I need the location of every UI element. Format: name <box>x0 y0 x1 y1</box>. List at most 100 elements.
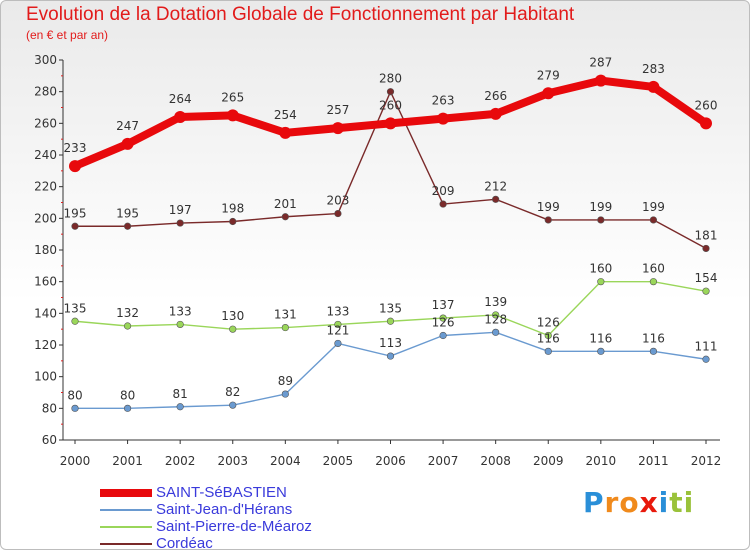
data-point <box>281 213 289 221</box>
data-label: 126 <box>537 316 560 330</box>
data-point <box>544 331 552 340</box>
data-point <box>386 352 395 360</box>
data-label: 133 <box>326 304 349 318</box>
data-point <box>123 404 132 412</box>
logo-letter: P <box>583 486 605 519</box>
data-label: 201 <box>274 197 297 211</box>
data-label: 199 <box>589 200 612 214</box>
logo-letter: x <box>639 486 659 519</box>
x-tick-label: 2008 <box>480 454 511 468</box>
data-label: 80 <box>67 388 82 402</box>
data-point <box>439 314 447 322</box>
data-label: 264 <box>169 92 192 106</box>
data-label: 247 <box>116 119 139 133</box>
legend-label: SAINT-SéBASTIEN <box>156 484 287 501</box>
legend-swatch <box>100 489 152 497</box>
chart-title: Evolution de la Dotation Globale de Fonc… <box>26 4 575 25</box>
data-label: 116 <box>589 331 612 345</box>
data-label: 82 <box>225 385 240 399</box>
x-tick-label: 2011 <box>638 454 669 468</box>
data-label: 198 <box>221 202 244 216</box>
x-tick-label: 2000 <box>60 454 91 468</box>
data-label: 81 <box>173 387 188 401</box>
y-tick-label: 80 <box>42 401 57 415</box>
data-point <box>281 390 289 398</box>
data-label: 132 <box>116 306 139 320</box>
data-point <box>544 216 552 224</box>
data-label: 116 <box>537 331 560 345</box>
y-tick-label: 220 <box>34 180 57 194</box>
data-label: 126 <box>432 316 455 330</box>
y-tick-label: 300 <box>34 53 57 67</box>
data-point <box>334 209 342 218</box>
data-label: 280 <box>379 72 402 86</box>
data-point <box>542 87 555 100</box>
data-label: 260 <box>379 98 402 112</box>
data-point <box>229 325 237 333</box>
x-tick-label: 2004 <box>270 454 301 468</box>
series-line <box>74 90 707 250</box>
data-point <box>334 320 342 329</box>
data-point <box>176 320 184 329</box>
data-point <box>700 117 712 130</box>
data-point <box>71 317 79 325</box>
data-label: 135 <box>379 301 402 315</box>
data-point <box>597 216 605 224</box>
data-label: 287 <box>589 56 612 70</box>
data-point <box>123 222 132 230</box>
data-point <box>174 111 187 123</box>
data-point <box>334 339 342 348</box>
data-label: 199 <box>537 200 560 214</box>
data-point <box>176 403 184 411</box>
data-point <box>702 287 710 295</box>
data-point <box>492 311 500 319</box>
logo-letter: i <box>683 486 695 519</box>
legend-swatch <box>100 509 152 511</box>
data-label: 113 <box>379 336 402 350</box>
data-point <box>384 117 397 130</box>
x-tick-label: 2001 <box>112 454 143 468</box>
data-label: 154 <box>695 271 718 285</box>
data-label: 257 <box>326 103 349 117</box>
data-label: 80 <box>120 388 135 402</box>
x-tick-label: 2002 <box>165 454 196 468</box>
x-tick-label: 2009 <box>533 454 564 468</box>
data-point <box>439 200 447 208</box>
data-point <box>597 278 605 286</box>
data-point <box>437 112 450 125</box>
logo-letter: r <box>604 486 620 519</box>
data-label: 197 <box>169 203 192 217</box>
data-point <box>647 80 660 93</box>
data-label: 133 <box>169 304 192 318</box>
y-tick-label: 240 <box>34 148 57 162</box>
x-tick-label: 2005 <box>323 454 354 468</box>
legend-label: Cordéac <box>156 535 213 552</box>
data-label: 128 <box>484 312 507 326</box>
data-point <box>176 219 184 227</box>
data-label: 266 <box>484 89 507 103</box>
data-point <box>386 317 395 325</box>
x-tick-label: 2007 <box>428 454 459 468</box>
y-tick-label: 140 <box>34 306 57 320</box>
data-point <box>229 217 237 226</box>
data-label: 263 <box>432 94 455 108</box>
data-point <box>69 160 81 173</box>
data-label: 203 <box>326 194 349 208</box>
data-label: 137 <box>432 298 455 312</box>
data-point <box>594 74 607 87</box>
data-point <box>386 88 395 96</box>
y-tick-label: 260 <box>34 116 57 130</box>
data-point <box>226 109 239 122</box>
data-point <box>489 107 502 120</box>
data-label: 254 <box>274 108 297 122</box>
y-tick-label: 280 <box>34 85 57 99</box>
data-label: 181 <box>695 228 718 242</box>
data-point <box>649 278 658 286</box>
legend-swatch <box>100 526 152 528</box>
y-tick-label: 180 <box>34 243 57 257</box>
x-tick-label: 2010 <box>586 454 617 468</box>
x-tick-label: 2003 <box>217 454 248 468</box>
data-point <box>439 331 447 340</box>
logo-letter: o <box>619 486 640 519</box>
